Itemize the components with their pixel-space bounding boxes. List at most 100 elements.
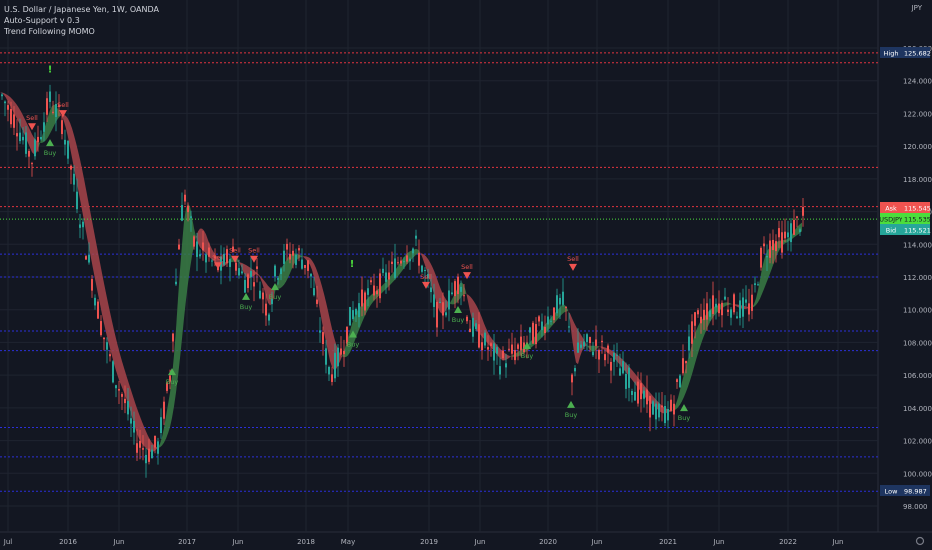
buy-signal-label: Buy: [452, 316, 465, 324]
candle-body: [265, 303, 267, 316]
bearish-cloud-segment: [302, 255, 304, 258]
candle-body: [145, 454, 147, 464]
candle-body: [70, 165, 72, 170]
bullish-cloud-segment: [182, 221, 184, 339]
bearish-cloud-segment: [210, 245, 212, 260]
candle-body: [649, 396, 651, 418]
candle-body: [40, 137, 42, 140]
y-tick-label: 124.000: [903, 78, 932, 86]
candle-body: [574, 368, 576, 372]
candle-body: [244, 279, 246, 293]
candle-body: [376, 290, 378, 295]
low-price-value-box: [902, 485, 930, 496]
symbol-title[interactable]: U.S. Dollar / Japanese Yen, 1W, OANDA: [4, 5, 159, 14]
candle-body: [247, 274, 249, 289]
bullish-cloud-segment: [288, 255, 290, 278]
bullish-cloud-segment: [286, 257, 288, 282]
bearish-cloud-segment: [320, 279, 322, 322]
bearish-cloud-segment: [90, 210, 92, 264]
candle-body: [364, 292, 366, 311]
bearish-cloud-segment: [618, 355, 620, 365]
bullish-cloud-segment: [796, 226, 798, 236]
bearish-cloud-segment: [310, 258, 312, 270]
candle-body: [715, 303, 717, 308]
buy-signal-label: Buy: [44, 149, 57, 157]
candle-body: [46, 98, 48, 115]
buy-signal-arrow: [242, 292, 250, 300]
bullish-cloud-segment: [52, 104, 54, 130]
candle-body: [448, 290, 450, 310]
candle-body: [622, 361, 624, 374]
bearish-cloud-segment: [258, 273, 260, 278]
candle-body: [640, 383, 642, 400]
candle-body: [772, 239, 774, 251]
bearish-cloud-segment: [242, 263, 244, 274]
buy-signal-arrow: [349, 330, 357, 338]
bullish-cloud-segment: [184, 208, 186, 319]
high-price-value: 125.682: [904, 50, 931, 58]
candle-body: [580, 344, 582, 348]
candle-body: [112, 361, 114, 383]
bullish-cloud-segment: [538, 330, 540, 342]
candle-body: [313, 288, 315, 296]
bearish-cloud-segment: [64, 114, 66, 129]
bearish-cloud-segment: [340, 353, 342, 362]
candle-body: [142, 448, 144, 450]
y-tick-label: 104.000: [903, 405, 932, 413]
candle-body: [286, 243, 288, 250]
sell-signal-label: Sell: [26, 114, 38, 122]
bearish-cloud-segment: [604, 347, 606, 352]
bullish-cloud-segment: [688, 351, 690, 387]
bullish-cloud-segment: [410, 250, 412, 261]
bullish-cloud-segment: [686, 359, 688, 392]
candle-body: [565, 306, 567, 308]
candle-body: [232, 246, 234, 252]
indicator-trend-following[interactable]: Trend Following MOMO: [4, 27, 95, 36]
bearish-cloud-segment: [572, 318, 574, 352]
candle-body: [760, 247, 762, 268]
candle-body: [556, 295, 558, 314]
candle-body: [28, 150, 30, 157]
candle-body: [181, 205, 183, 221]
bearish-cloud-segment: [610, 349, 612, 357]
bullish-cloud-segment: [692, 337, 694, 375]
low-price-label: Low: [885, 488, 898, 496]
bullish-cloud-segment: [166, 404, 168, 439]
candle-body: [94, 297, 96, 306]
candle-body: [799, 229, 801, 233]
bullish-cloud-segment: [180, 244, 182, 359]
candle-body: [553, 307, 555, 321]
candle-body: [763, 243, 765, 247]
bearish-cloud-segment: [126, 374, 128, 404]
candle-body: [256, 266, 258, 269]
gear-icon[interactable]: [915, 536, 925, 546]
x-tick-label: 2018: [297, 538, 315, 546]
candle-body: [643, 390, 645, 399]
bearish-cloud-segment: [108, 302, 110, 349]
currency-label: JPY: [911, 4, 922, 12]
candle-body: [298, 248, 300, 251]
bullish-cloud-segment: [360, 304, 362, 328]
candle-body: [271, 298, 273, 305]
bearish-cloud-segment: [440, 287, 442, 314]
bearish-cloud-segment: [438, 281, 440, 312]
bullish-cloud-segment: [282, 263, 284, 287]
bullish-cloud-segment: [164, 416, 166, 443]
indicator-auto-support[interactable]: Auto-Support v 0.3: [4, 16, 80, 25]
candle-body: [706, 303, 708, 320]
bullish-cloud-segment: [398, 262, 400, 277]
candle-body: [325, 348, 327, 365]
buy-signal-label: Buy: [240, 303, 253, 311]
bullish-cloud-segment: [754, 298, 756, 307]
bearish-cloud-segment: [570, 313, 572, 338]
candle-body: [754, 283, 756, 286]
candle-body: [346, 326, 348, 344]
y-tick-label: 120.000: [903, 143, 932, 151]
candle-body: [373, 285, 375, 296]
candle-body: [238, 268, 240, 276]
bullish-cloud-segment: [160, 437, 162, 448]
sell-signal-arrow: [59, 110, 67, 118]
candle-body: [409, 258, 411, 262]
candle-body: [379, 273, 381, 299]
